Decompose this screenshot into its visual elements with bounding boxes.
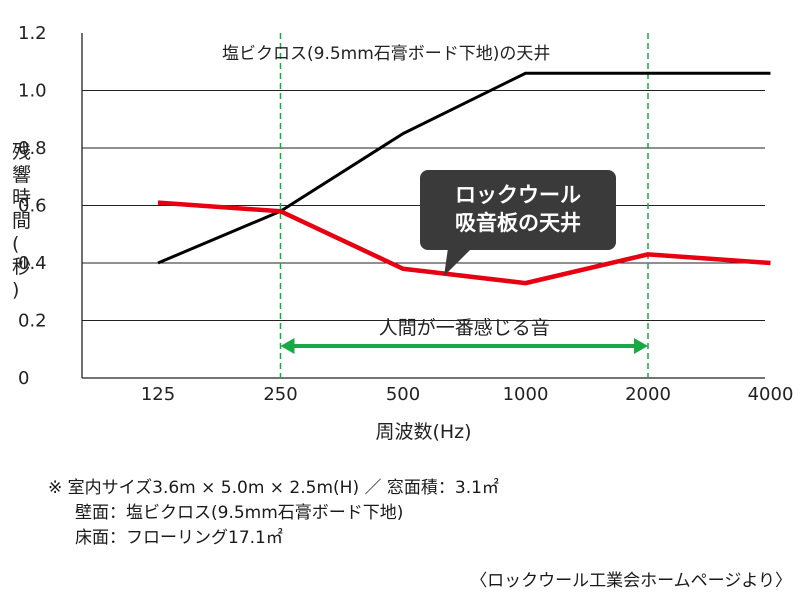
note-room-size: ※ 室内サイズ3.6m × 5.0m × 2.5m(H) ／ 窓面積：3.1㎡ bbox=[48, 478, 499, 498]
x-tick-label: 2000 bbox=[625, 384, 671, 405]
range-arrow-left-head bbox=[280, 338, 295, 354]
rockwool-line bbox=[157, 200, 771, 286]
range-arrow-right-head bbox=[634, 338, 648, 354]
x-axis-title: 周波数(Hz) bbox=[375, 421, 471, 443]
y-tick-label: 0 bbox=[18, 368, 29, 389]
series-lines bbox=[157, 71, 771, 286]
x-tick-label: 125 bbox=[141, 384, 175, 405]
x-tick-labels: 125 250 500 1000 2000 4000 bbox=[141, 384, 794, 405]
y-tick-label: 0.4 bbox=[18, 253, 47, 274]
callout-box bbox=[420, 170, 616, 250]
note-floor: 床面：フローリング17.1㎡ bbox=[75, 528, 283, 548]
range-label: 人間が一番感じる音 bbox=[379, 317, 550, 339]
y-axis-title-char: 残 bbox=[12, 141, 31, 163]
vinyl-cloth-series-label: 塩ビクロス(9.5mm石膏ボード下地)の天井 bbox=[222, 43, 550, 64]
callout-text: 吸音板の天井 bbox=[455, 211, 581, 235]
chart-annotations: 周波数(Hz) 残響時間(秒) 塩ビクロス(9.5mm石膏ボード下地)の天井人間が一… bbox=[12, 43, 648, 443]
source-credit: 〈ロックウール工業会ホームページより〉 bbox=[470, 571, 792, 591]
x-tick-label: 1000 bbox=[503, 384, 549, 405]
reverberation-chart: 0 0.2 0.4 0.6 0.8 1.0 1.2 125 250 500 1000 2000 400… bbox=[12, 23, 794, 443]
note-wall: 壁面：塩ビクロス(9.5mm石膏ボード下地) bbox=[75, 503, 404, 523]
y-axis-title-char: ) bbox=[12, 279, 19, 301]
y-tick-label: 1.0 bbox=[18, 81, 47, 102]
y-tick-label: 0.2 bbox=[18, 311, 47, 332]
conditions-notes: ※ 室内サイズ3.6m × 5.0m × 2.5m(H) ／ 窓面積：3.1㎡ … bbox=[48, 476, 499, 551]
x-tick-label: 250 bbox=[263, 384, 297, 405]
x-tick-label: 500 bbox=[386, 384, 420, 405]
callout-pointer bbox=[444, 248, 472, 276]
vinyl-cloth-line bbox=[157, 71, 771, 265]
y-axis-title-char: 秒 bbox=[12, 256, 31, 278]
y-tick-label: 0.6 bbox=[18, 196, 47, 217]
y-axis-title: 残響時間(秒) bbox=[12, 141, 31, 301]
y-tick-labels: 0 0.2 0.4 0.6 0.8 1.0 1.2 bbox=[18, 23, 47, 389]
y-tick-label: 1.2 bbox=[18, 23, 47, 44]
range-guide-lines bbox=[279, 33, 649, 378]
y-axis-title-char: 時 bbox=[12, 187, 31, 209]
callout-text: ロックウール bbox=[455, 183, 581, 207]
x-tick-label: 4000 bbox=[748, 384, 794, 405]
y-tick-label: 0.8 bbox=[18, 138, 47, 159]
y-axis-title-char: ( bbox=[12, 233, 19, 255]
y-axis-title-char: 間 bbox=[12, 210, 31, 232]
y-axis-title-char: 響 bbox=[12, 164, 31, 186]
